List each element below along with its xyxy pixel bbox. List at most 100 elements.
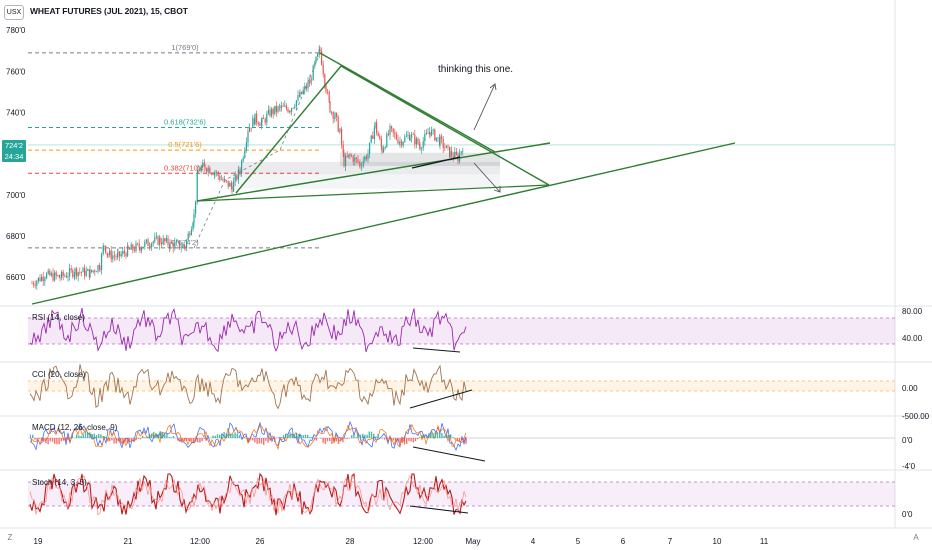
price-candle <box>220 179 222 180</box>
price-candle <box>386 133 388 148</box>
price-candle <box>355 157 357 160</box>
price-candle <box>407 135 409 136</box>
price-candle <box>199 169 201 172</box>
macd-histogram-bar <box>377 434 379 438</box>
price-candle <box>367 154 369 160</box>
indicator-tick-label: 0'0 <box>902 436 913 445</box>
price-candle <box>179 241 181 249</box>
price-candle <box>214 172 216 174</box>
macd-histogram-bar <box>395 438 397 441</box>
price-candle <box>110 250 112 260</box>
price-candle <box>162 238 164 245</box>
price-candle <box>137 243 139 245</box>
price-candle <box>309 79 311 84</box>
price-candle <box>130 244 132 250</box>
z-icon[interactable]: Z <box>7 533 13 542</box>
time-axis[interactable]: 19 21 12:00 26 28 12:00 May 4 5 6 7 10 11 <box>34 537 769 546</box>
macd-histogram-bar <box>337 438 340 445</box>
x-tick-label: 26 <box>256 537 265 546</box>
macd-histogram-bar <box>78 435 80 438</box>
macd-histogram-bar <box>315 438 318 441</box>
indicator-tick-label: 80.00 <box>902 307 923 316</box>
price-candle <box>434 129 436 141</box>
price-candle <box>345 155 347 167</box>
macd-histogram-bar <box>293 434 296 438</box>
macd-histogram-bar <box>122 438 124 445</box>
price-candle <box>133 249 135 251</box>
price-candle <box>337 117 339 132</box>
price-candle <box>102 246 104 255</box>
price-candle <box>31 283 33 284</box>
macd-histogram-bar <box>298 434 300 438</box>
macd-histogram-bar <box>346 438 348 439</box>
chart-header: USX WHEAT FUTURES (JUL 2021), 15, CBOT <box>0 0 932 22</box>
price-candle <box>120 254 122 257</box>
macd-histogram-bar <box>447 435 450 438</box>
indicator-tick-label: 40.00 <box>902 334 923 343</box>
price-candle <box>291 108 293 112</box>
price-candle <box>295 100 297 107</box>
price-candle <box>404 136 406 142</box>
price-candle <box>97 265 99 272</box>
annotation-text[interactable]: thinking this one. <box>438 64 513 75</box>
macd-histogram-bar <box>142 435 144 438</box>
fib-label: 0(674'2) <box>171 238 199 247</box>
macd-histogram-bar <box>388 438 390 440</box>
price-candle <box>47 270 49 274</box>
macd-histogram-bar <box>359 434 362 438</box>
price-candle <box>91 269 93 272</box>
price-candle <box>261 118 263 122</box>
down-arrow <box>473 162 501 193</box>
price-candle <box>200 166 202 172</box>
macd-histogram-bar <box>414 438 417 442</box>
price-candle <box>192 223 194 230</box>
price-candle <box>141 248 143 251</box>
price-candle <box>73 274 75 277</box>
price-candle <box>184 246 186 249</box>
price-candle <box>414 134 416 145</box>
x-tick-label: 6 <box>621 537 626 546</box>
last-price-tag: 724'2 24:34 <box>2 140 26 162</box>
price-candle <box>331 112 333 113</box>
price-candle <box>154 237 156 242</box>
indicator-series: RSI (14, close) CCI (20, close) MACD (12, … <box>29 307 486 516</box>
macd-histogram-bar <box>368 431 370 438</box>
macd-histogram-bar <box>212 435 214 438</box>
price-candle <box>252 118 254 129</box>
price-candle <box>139 247 141 251</box>
indicator-label: Stoch (14, 3, 3) <box>32 478 87 487</box>
price-candle <box>37 277 39 282</box>
price-candle <box>437 137 439 138</box>
macd-histogram-bar <box>450 434 452 438</box>
macd-histogram-bar <box>428 433 430 438</box>
macd-histogram-bar <box>403 438 406 445</box>
trendline-drawings[interactable] <box>31 52 736 305</box>
auto-scale-icon[interactable]: A <box>913 533 919 542</box>
macd-histogram-bar <box>157 434 159 438</box>
price-candle <box>412 134 414 136</box>
price-candle <box>85 270 87 276</box>
macd-histogram-bar <box>456 438 458 442</box>
price-axis[interactable]: 780'0760'0740'0720'0700'0680'0660'080.00… <box>6 26 930 519</box>
symbol-badge[interactable]: USX <box>4 5 24 20</box>
y-tick-label: 660'0 <box>6 273 26 282</box>
macd-histogram-bar <box>43 438 45 442</box>
price-candle <box>80 272 82 273</box>
price-candle <box>164 238 166 242</box>
price-candle <box>322 64 324 75</box>
price-candle <box>82 268 84 273</box>
macd-histogram-bar <box>216 434 219 438</box>
macd-histogram-bar <box>342 438 344 443</box>
macd-histogram-bar <box>335 438 337 442</box>
price-candle <box>380 139 382 148</box>
macd-histogram-bar <box>329 438 331 442</box>
price-candle <box>50 273 52 276</box>
price-candle <box>157 236 159 245</box>
macd-histogram-bar <box>463 438 465 442</box>
price-candle <box>236 175 238 180</box>
fib-label: 0.382(710'4) <box>164 163 206 172</box>
stoch-divergence <box>409 505 469 514</box>
panel-separators <box>0 0 932 529</box>
price-candle <box>95 271 97 273</box>
